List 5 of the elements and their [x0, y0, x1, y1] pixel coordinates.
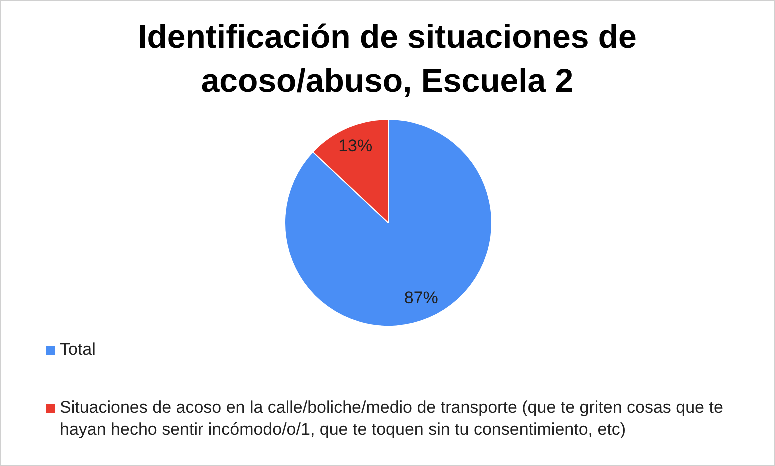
chart-title: Identificación de situaciones de acoso/abuso, Escuela 2: [137, 17, 638, 101]
legend-label: Total: [60, 339, 96, 361]
data-label: 87%: [404, 288, 438, 308]
legend-label: Situaciones de acoso en la calle/boliche/medio de transporte (que te griten cosas que te hayan hecho sentir incómodo/o/1, que te toquen sin tu consentimiento, etc): [60, 397, 724, 441]
data-label: 13%: [338, 136, 373, 156]
